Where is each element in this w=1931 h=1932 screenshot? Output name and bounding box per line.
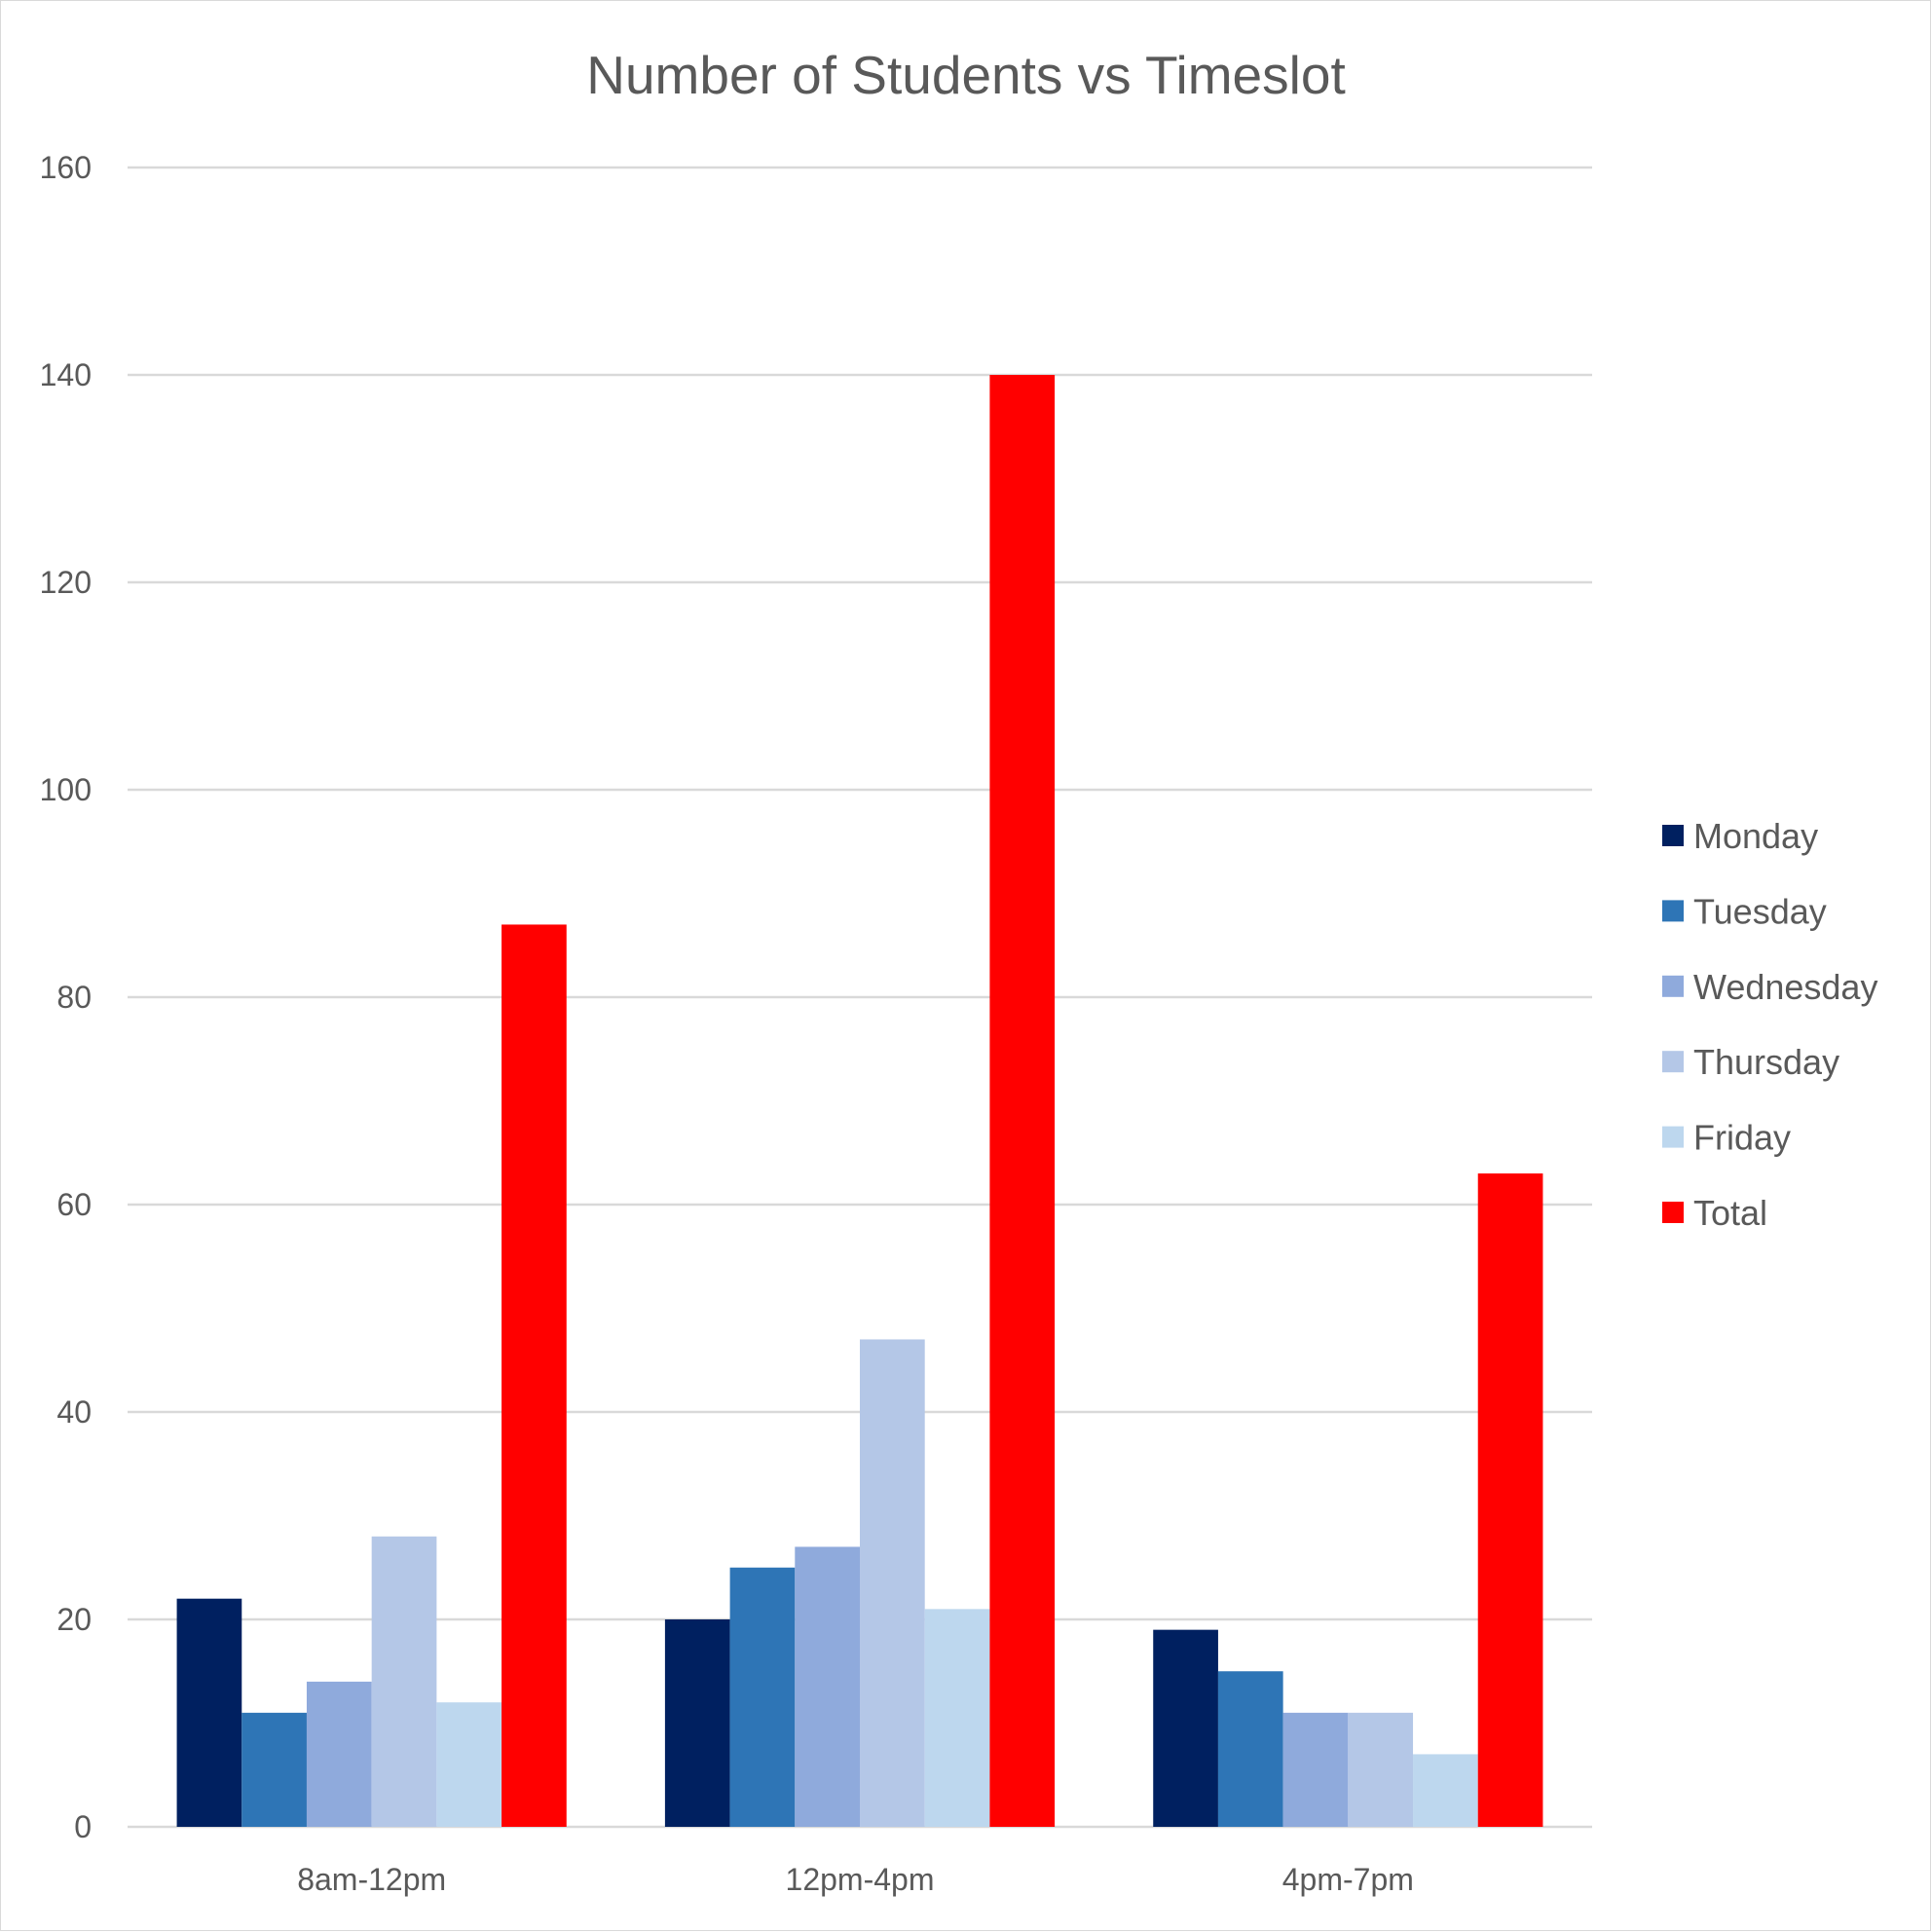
bar-tuesday-2 [1217, 1671, 1283, 1827]
bar-thursday-2 [1348, 1712, 1414, 1827]
legend-swatch [1662, 1051, 1684, 1073]
bar-monday-0 [176, 1598, 242, 1827]
legend-swatch [1662, 1202, 1684, 1223]
bar-total-1 [989, 375, 1056, 1827]
x-tick-label: 8am-12pm [297, 1862, 446, 1897]
legend-swatch [1662, 1126, 1684, 1148]
bar-tuesday-1 [729, 1567, 796, 1827]
legend-label: Total [1693, 1193, 1767, 1233]
legend: Monday Tuesday Wednesday Thursday Friday Tota… [1662, 816, 1877, 1233]
legend-item-friday: Friday [1662, 1118, 1791, 1158]
bar-thursday-0 [371, 1536, 437, 1827]
bar-monday-1 [664, 1619, 730, 1827]
y-tick-label: 40 [56, 1394, 92, 1430]
legend-label: Friday [1693, 1118, 1791, 1158]
x-tick-label: 4pm-7pm [1282, 1862, 1414, 1897]
y-tick-label: 160 [40, 150, 92, 185]
y-tick-label: 60 [56, 1187, 92, 1222]
bar-total-2 [1477, 1173, 1543, 1827]
x-axis-ticks: 8am-12pm 12pm-4pm 4pm-7pm [297, 1862, 1414, 1897]
y-axis-ticks: 0 20 40 60 80 100 120 140 160 [40, 150, 92, 1844]
legend-item-total: Total [1662, 1193, 1767, 1233]
legend-swatch [1662, 825, 1684, 846]
bar-tuesday-0 [241, 1712, 307, 1827]
y-tick-label: 0 [74, 1809, 92, 1844]
bar-total-0 [501, 924, 567, 1827]
chart-title: Number of Students vs Timeslot [586, 45, 1345, 105]
bar-friday-2 [1413, 1754, 1478, 1827]
legend-item-thursday: Thursday [1662, 1042, 1839, 1082]
legend-swatch [1662, 900, 1684, 922]
y-tick-label: 80 [56, 980, 92, 1015]
legend-label: Thursday [1693, 1042, 1839, 1082]
legend-label: Wednesday [1693, 967, 1877, 1007]
bar-friday-1 [924, 1609, 990, 1827]
y-tick-label: 20 [56, 1602, 92, 1637]
x-tick-label: 12pm-4pm [786, 1862, 935, 1897]
bar-friday-0 [436, 1702, 502, 1827]
y-tick-label: 140 [40, 357, 92, 392]
legend-item-monday: Monday [1662, 816, 1818, 856]
legend-label: Tuesday [1693, 891, 1827, 931]
y-tick-label: 120 [40, 565, 92, 600]
bars [176, 375, 1543, 1827]
legend-item-wednesday: Wednesday [1662, 967, 1877, 1007]
bar-wednesday-2 [1282, 1712, 1349, 1827]
bar-thursday-1 [860, 1339, 925, 1827]
legend-label: Monday [1693, 816, 1818, 856]
bar-wednesday-0 [306, 1681, 372, 1827]
bar-monday-2 [1153, 1629, 1218, 1827]
bar-wednesday-1 [795, 1546, 860, 1827]
y-tick-label: 100 [40, 772, 92, 807]
legend-swatch [1662, 975, 1684, 997]
legend-item-tuesday: Tuesday [1662, 891, 1827, 931]
